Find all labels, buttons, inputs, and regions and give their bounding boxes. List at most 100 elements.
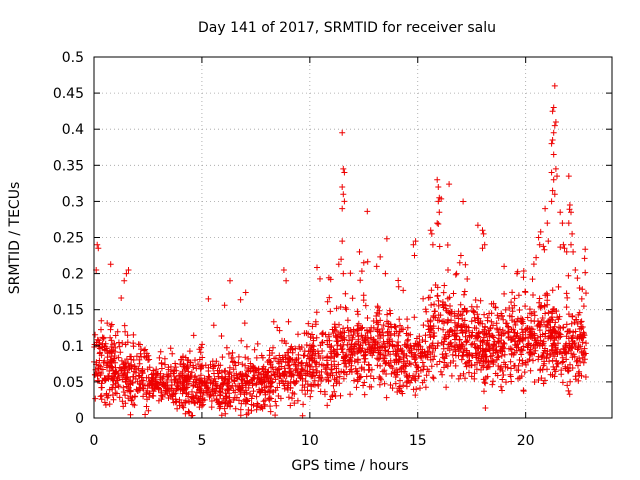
data-point: [430, 375, 437, 382]
data-point: [563, 290, 570, 297]
data-point: [422, 338, 429, 345]
data-point: [375, 356, 382, 363]
data-point: [186, 398, 192, 405]
data-point: [408, 345, 415, 352]
data-point: [338, 256, 345, 263]
data-point: [570, 351, 577, 358]
data-point: [98, 352, 105, 359]
data-point: [427, 227, 434, 234]
data-point: [550, 363, 557, 370]
data-point: [385, 360, 392, 367]
data-point: [158, 360, 165, 367]
data-point: [411, 314, 418, 321]
data-point: [304, 362, 311, 369]
data-point: [474, 222, 481, 229]
data-point: [340, 375, 347, 382]
data-point: [465, 358, 472, 365]
data-point: [519, 329, 526, 336]
data-point: [345, 358, 352, 365]
data-point: [572, 267, 579, 273]
y-tick-label: 0.5: [62, 50, 84, 66]
data-point: [326, 337, 333, 344]
data-point: [125, 395, 132, 402]
data-point: [158, 388, 165, 394]
data-point: [481, 379, 488, 386]
data-point: [576, 285, 583, 291]
data-point: [495, 315, 502, 322]
data-point: [118, 295, 125, 301]
data-point: [477, 297, 484, 304]
data-point: [122, 364, 129, 371]
data-point: [395, 332, 402, 339]
data-point: [361, 355, 368, 362]
data-point: [184, 362, 191, 369]
data-point: [267, 375, 274, 382]
data-point: [358, 325, 365, 332]
data-point: [250, 374, 257, 381]
data-point: [310, 335, 317, 342]
data-point: [267, 403, 274, 410]
data-point: [520, 387, 527, 394]
data-point: [488, 300, 495, 307]
data-point: [560, 241, 567, 248]
data-point: [509, 317, 516, 324]
data-point: [436, 243, 443, 250]
data-point: [452, 271, 459, 278]
data-point: [354, 322, 361, 329]
data-point: [559, 359, 566, 366]
data-point: [312, 359, 319, 366]
data-point: [501, 359, 507, 366]
data-point: [582, 269, 589, 276]
data-point: [435, 221, 442, 227]
data-point: [205, 368, 212, 374]
data-point: [127, 387, 134, 394]
data-point: [215, 370, 222, 377]
data-point: [190, 362, 196, 369]
data-point: [505, 323, 511, 330]
data-point: [280, 267, 287, 273]
data-point: [546, 317, 553, 324]
data-point: [462, 333, 469, 340]
data-point: [127, 353, 133, 360]
data-point: [115, 383, 122, 390]
data-point: [276, 373, 283, 380]
data-point: [495, 353, 502, 360]
data-point: [516, 357, 523, 363]
data-point: [360, 259, 367, 266]
data-point: [514, 318, 520, 325]
data-point: [535, 377, 542, 383]
data-point: [324, 341, 331, 348]
x-tick-label: 10: [301, 433, 319, 449]
data-point: [401, 351, 408, 358]
data-point: [464, 307, 471, 314]
data-point: [222, 373, 229, 380]
data-point: [169, 350, 176, 357]
data-point: [381, 367, 388, 374]
data-point: [121, 361, 127, 368]
data-point: [258, 352, 265, 359]
data-point: [553, 308, 560, 315]
data-point: [342, 290, 349, 297]
data-point: [576, 309, 583, 316]
data-point: [443, 384, 450, 391]
data-point: [165, 395, 172, 401]
data-point: [461, 288, 468, 295]
data-point: [395, 358, 402, 365]
data-point: [312, 350, 319, 357]
data-point: [542, 205, 549, 212]
data-point: [244, 397, 251, 404]
data-point: [333, 352, 340, 358]
data-point: [211, 375, 218, 382]
data-point: [413, 335, 420, 342]
data-point: [451, 310, 458, 317]
data-point: [138, 346, 144, 353]
data-points: [91, 82, 589, 419]
data-point: [263, 383, 270, 390]
data-point: [276, 327, 283, 334]
data-point: [98, 370, 105, 377]
data-point: [457, 372, 464, 379]
data-point: [545, 318, 551, 325]
data-point: [303, 342, 310, 348]
data-point: [277, 395, 284, 402]
data-point: [318, 361, 325, 368]
